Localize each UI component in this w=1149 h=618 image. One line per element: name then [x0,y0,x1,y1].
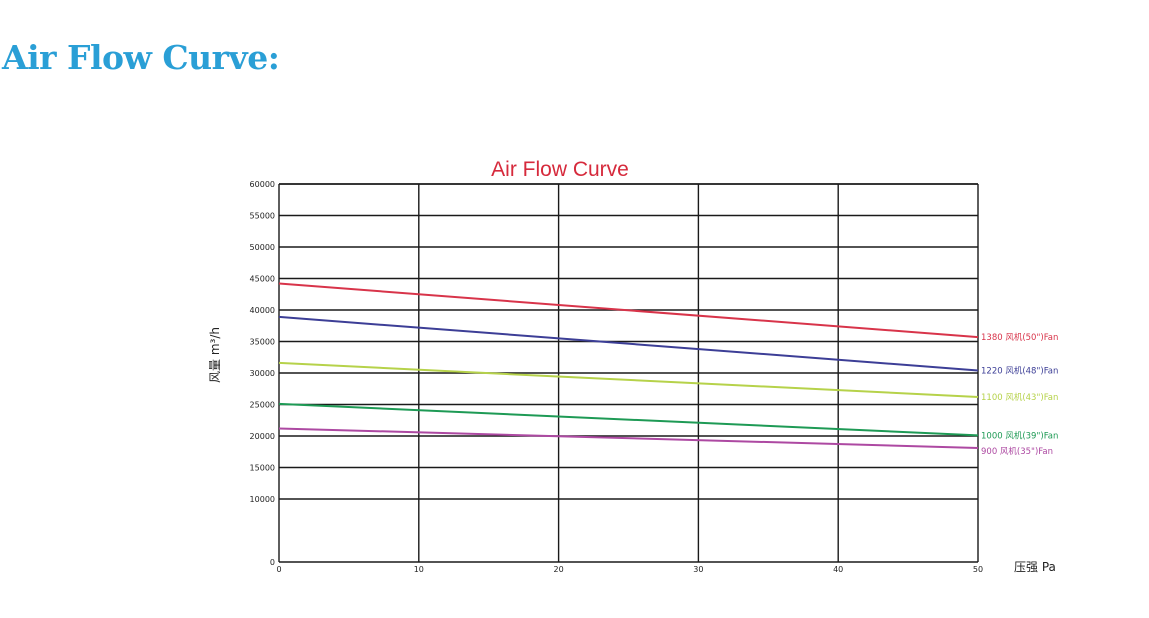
y-tick-label: 55000 [250,212,275,221]
x-tick-label: 20 [554,565,564,574]
series-line [278,282,979,339]
x-axis-label: 压强 Pa [1014,560,1056,574]
series-label: 1000 风机(39")Fan [981,430,1058,441]
series-label: 1100 风机(43")Fan [981,392,1058,403]
x-tick-label: 50 [973,565,983,574]
series-line [278,361,979,398]
tick-labels: 0 10000 15000 20000 25000 30000 35000 40000 4500… [250,180,984,574]
series-label: 1380 风机(50")Fan [981,332,1058,343]
x-tick-label: 30 [693,565,703,574]
y-tick-label: 35000 [250,338,275,347]
chart-title: Air Flow Curve [491,158,629,181]
grid [278,183,979,563]
y-tick-label: 45000 [250,275,275,284]
x-tick-label: 0 [276,565,281,574]
y-axis-label: 风量 m³/h [208,327,222,383]
y-tick-label: 40000 [250,306,275,315]
series-line [278,427,979,449]
series-line [278,315,979,372]
series-line [278,402,979,437]
y-tick-label: 10000 [250,495,275,504]
y-tick-label: 60000 [250,180,275,189]
y-tick-label: 50000 [250,243,275,252]
series-label: 900 风机(35")Fan [981,446,1053,457]
x-tick-label: 40 [833,565,843,574]
y-tick-label: 15000 [250,464,275,473]
series-label: 1220 风机(48")Fan [981,365,1058,376]
y-tick-label: 25000 [250,401,275,410]
y-tick-label: 20000 [250,432,275,441]
y-tick-label: 0 [270,558,275,567]
page-heading: Air Flow Curve: [2,38,280,77]
series-labels: 1380 风机(50")Fan 1220 风机(48")Fan 1100 风机(43… [981,332,1058,457]
x-tick-label: 10 [414,565,424,574]
series-lines [278,282,979,449]
y-tick-label: 30000 [250,369,275,378]
